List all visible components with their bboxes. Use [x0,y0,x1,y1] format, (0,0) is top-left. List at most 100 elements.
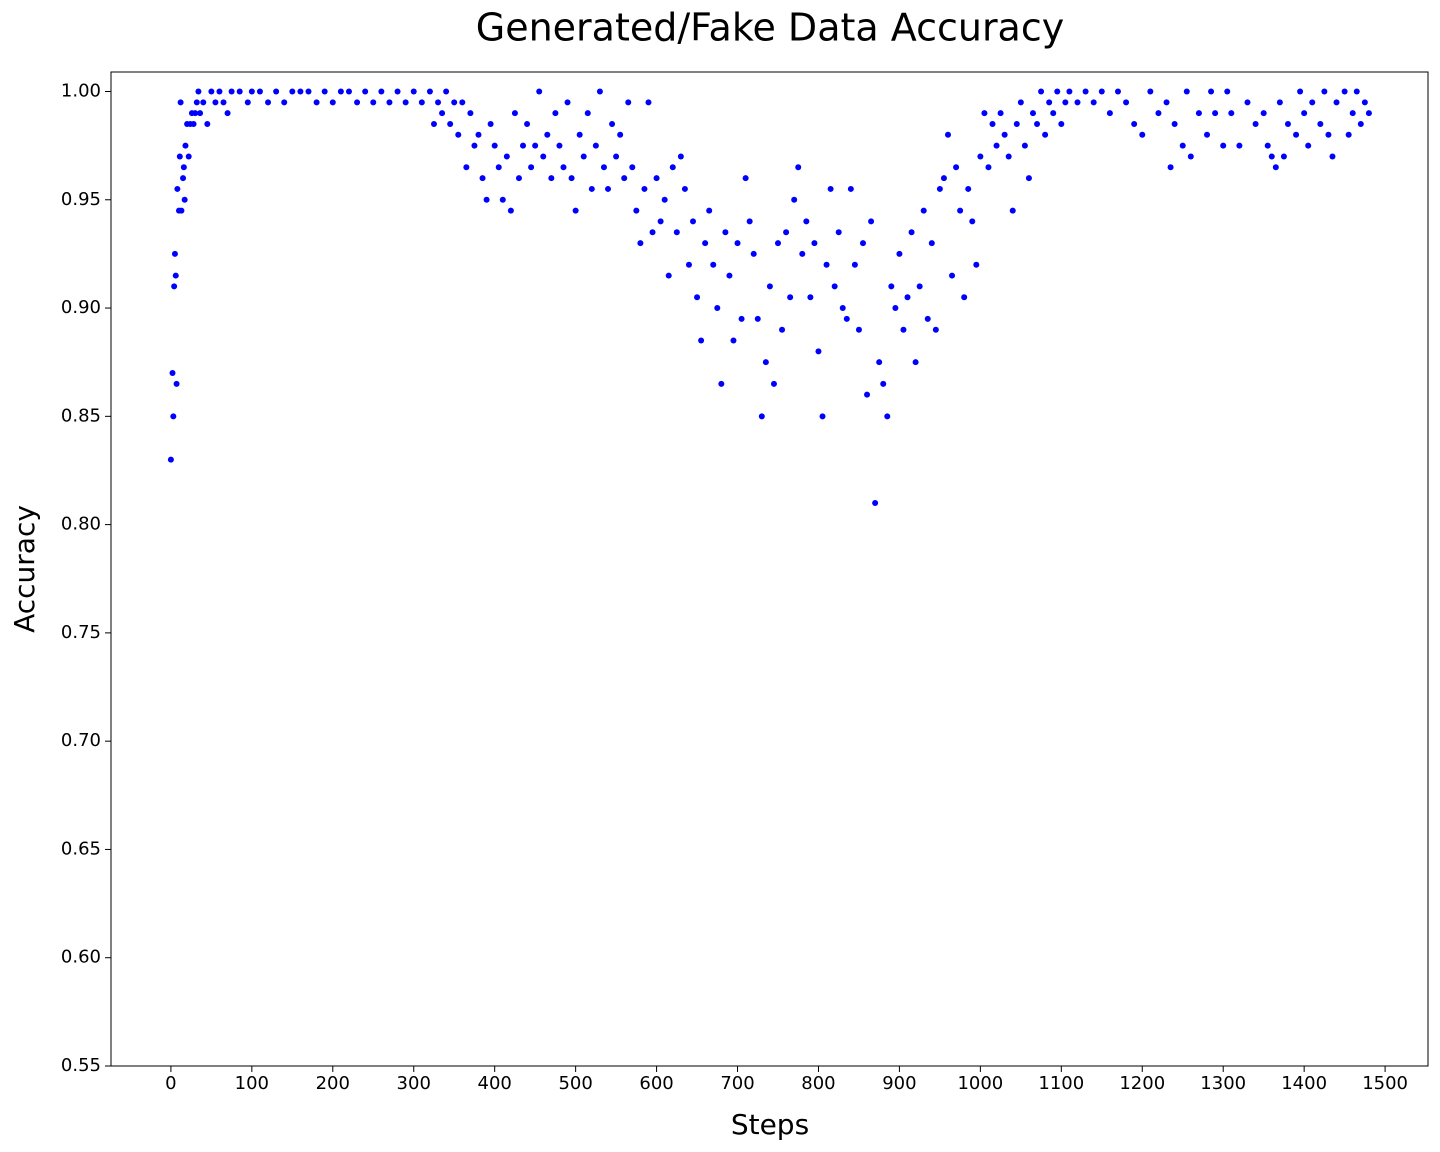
point [783,229,790,236]
point [965,185,972,192]
point [969,218,976,225]
point [1357,120,1364,127]
point [176,153,183,160]
point [345,88,352,95]
point [916,283,923,290]
x-tick-label: 1100 [1038,1073,1084,1094]
point [588,185,595,192]
point [520,142,527,149]
point [1001,131,1008,138]
point [418,99,425,106]
point [694,294,701,301]
point [236,88,243,95]
point [313,99,320,106]
point [657,218,664,225]
point [609,120,616,127]
point [171,250,178,257]
point [1187,153,1194,160]
point [977,153,984,160]
point [1309,99,1316,106]
point [515,175,522,182]
point [936,185,943,192]
point [714,305,721,312]
point [758,413,765,420]
point [174,185,181,192]
point [738,315,745,322]
point [989,120,996,127]
point [1293,131,1300,138]
point [495,164,502,171]
point [1260,110,1267,117]
point [200,99,207,106]
point [1224,88,1231,95]
y-tick-label: 0.60 [61,947,101,968]
point [633,207,640,214]
point [178,207,185,214]
point [762,359,769,366]
point [677,153,684,160]
point [908,229,915,236]
point [819,413,826,420]
point [337,88,344,95]
point [730,337,737,344]
point [167,456,174,463]
point [1244,99,1251,106]
point [839,305,846,312]
point [305,88,312,95]
y-tick-label: 0.90 [61,297,101,318]
point [354,99,361,106]
point [779,326,786,333]
x-tick-label: 500 [558,1073,592,1094]
y-tick-label: 0.55 [61,1055,101,1076]
point [815,348,822,355]
point [864,391,871,398]
point [1329,153,1336,160]
point [1333,99,1340,106]
point [1066,88,1073,95]
point [329,99,336,106]
point [475,131,482,138]
point [876,359,883,366]
point [1062,99,1069,106]
point [1183,88,1190,95]
point [1284,120,1291,127]
point [1034,120,1041,127]
x-tick-label: 400 [478,1073,512,1094]
point [580,153,587,160]
point [451,99,458,106]
point [1301,110,1308,117]
point [1228,110,1235,117]
x-tick-label: 1200 [1119,1073,1165,1094]
point [289,88,296,95]
point [190,120,197,127]
point [265,99,272,106]
point [483,196,490,203]
point [835,229,842,236]
x-tick-label: 800 [801,1073,835,1094]
point [1204,131,1211,138]
point [386,99,393,106]
point [378,88,385,95]
y-tick-label: 1.00 [61,80,101,101]
point [859,240,866,247]
point [443,88,450,95]
point [621,175,628,182]
point [439,110,446,117]
x-tick-label: 1000 [957,1073,1003,1094]
point [718,380,725,387]
point [1171,120,1178,127]
point [847,185,854,192]
point [1082,88,1089,95]
x-tick-label: 1400 [1281,1073,1327,1094]
point [1155,110,1162,117]
point [973,261,980,268]
point [430,120,437,127]
point [1236,142,1243,149]
point [904,294,911,301]
point [843,315,850,322]
point [228,88,235,95]
point [787,294,794,301]
point [1317,120,1324,127]
point [827,185,834,192]
point [503,153,510,160]
